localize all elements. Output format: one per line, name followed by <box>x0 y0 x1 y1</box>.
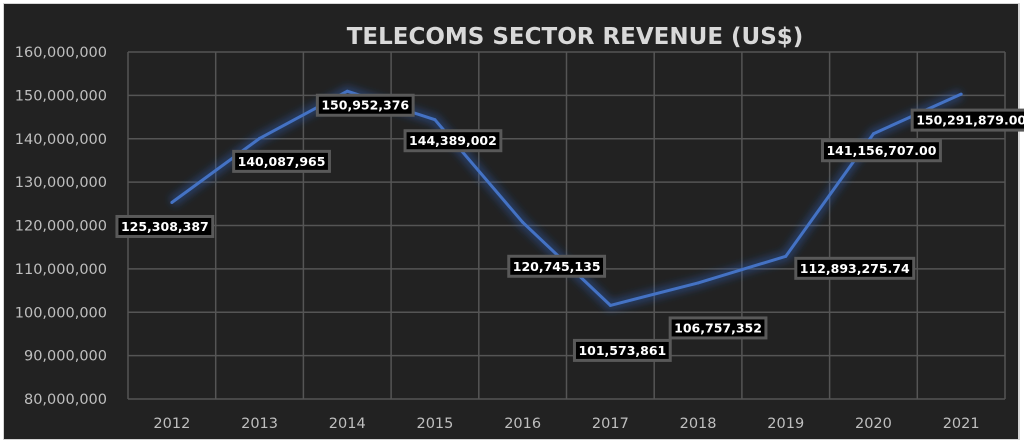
data-label-text: 106,757,352 <box>674 320 762 335</box>
y-tick-label: 100,000,000 <box>15 305 107 321</box>
data-labels: 125,308,387 140,087,965 150,952,376 144,389… <box>115 93 1024 362</box>
data-label-text: 141,156,707.00 <box>826 143 936 158</box>
x-tick-label: 2012 <box>153 416 190 432</box>
y-tick-label: 130,000,000 <box>15 175 107 191</box>
data-label-text: 150,291,879.00 <box>916 113 1024 128</box>
x-tick-label: 2016 <box>504 416 541 432</box>
data-label-box <box>232 149 331 173</box>
y-tick-label: 120,000,000 <box>15 219 107 235</box>
y-tick-label: 150,000,000 <box>15 88 107 104</box>
data-label-box <box>910 108 1024 132</box>
data-label: 140,087,965 <box>232 149 331 173</box>
data-point <box>345 89 349 93</box>
data-point <box>608 303 612 307</box>
data-point <box>170 200 174 204</box>
data-label-text: 140,087,965 <box>238 154 326 169</box>
data-label-text: 150,952,376 <box>321 98 409 113</box>
data-label-text: 101,573,861 <box>578 343 666 358</box>
data-label-box <box>507 254 607 278</box>
x-tick-label: 2015 <box>416 416 453 432</box>
data-label: 112,893,275.74 <box>794 256 916 280</box>
y-tick-label: 110,000,000 <box>15 262 107 278</box>
data-point <box>521 220 525 224</box>
data-label: 141,156,707.00 <box>820 139 942 163</box>
data-label-box <box>572 338 672 362</box>
data-label-text: 125,308,387 <box>121 219 209 234</box>
data-label: 106,757,352 <box>668 316 768 340</box>
data-point <box>959 92 963 96</box>
y-axis: 80,000,000 90,000,000 100,000,000 110,000,0… <box>15 45 107 408</box>
y-tick-label: 140,000,000 <box>15 132 107 148</box>
data-label: 125,308,387 <box>115 214 215 238</box>
data-label: 150,952,376 <box>315 93 415 117</box>
data-label: 120,745,135 <box>507 254 607 278</box>
y-tick-label: 80,000,000 <box>24 392 107 408</box>
data-point <box>258 136 262 140</box>
data-point <box>871 132 875 136</box>
data-point <box>433 118 437 122</box>
data-point <box>696 281 700 285</box>
gridlines <box>127 51 1006 400</box>
data-label-box <box>403 129 503 153</box>
x-tick-label: 2020 <box>855 416 892 432</box>
x-tick-label: 2019 <box>767 416 804 432</box>
x-tick-label: 2014 <box>329 416 366 432</box>
x-tick-label: 2021 <box>943 416 980 432</box>
y-tick-label: 160,000,000 <box>15 45 107 61</box>
x-tick-label: 2013 <box>241 416 278 432</box>
data-label: 101,573,861 <box>572 338 672 362</box>
data-label-box <box>315 93 415 117</box>
x-axis: 2012 2013 2014 2015 2016 2017 2018 2019 2020 2021 <box>153 416 979 432</box>
data-label-text: 120,745,135 <box>513 259 601 274</box>
data-label: 150,291,879.00 <box>910 108 1024 132</box>
data-label-text: 112,893,275.74 <box>800 261 910 276</box>
data-label-box <box>820 139 942 163</box>
data-label-box <box>668 316 768 340</box>
data-point <box>784 254 788 258</box>
data-label-box <box>115 214 215 238</box>
data-label-text: 144,389,002 <box>409 133 497 148</box>
data-label: 144,389,002 <box>403 129 503 153</box>
chart-title: TELECOMS SECTOR REVENUE (US$) <box>347 24 804 50</box>
data-label-box <box>794 256 916 280</box>
x-tick-label: 2017 <box>592 416 629 432</box>
x-tick-label: 2018 <box>680 416 717 432</box>
y-tick-label: 90,000,000 <box>24 349 107 365</box>
